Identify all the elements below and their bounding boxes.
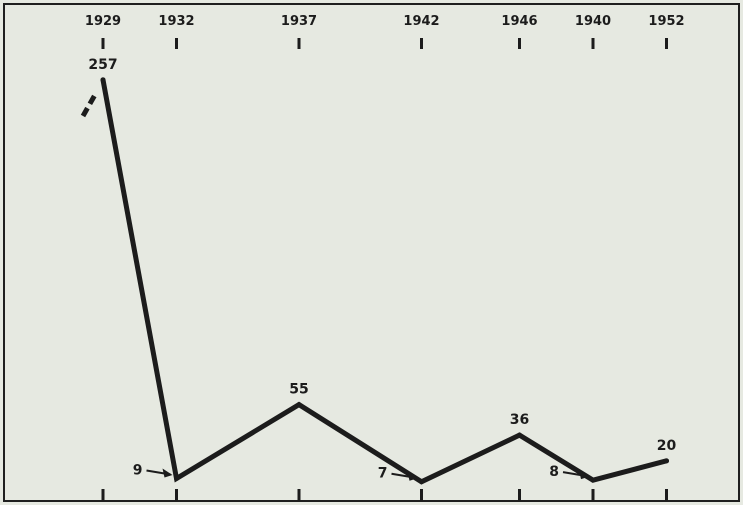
top-break-stroke (80, 91, 99, 118)
data-label: 55 (289, 382, 308, 398)
series-layer (100, 77, 669, 485)
data-label: 9 (133, 463, 143, 479)
data-point (296, 402, 302, 408)
x-tick-label: 1942 (403, 14, 439, 29)
plot-frame (3, 3, 740, 502)
x-tick-label: 1929 (85, 14, 121, 29)
series-line (100, 77, 669, 485)
data-point (517, 432, 522, 438)
data-point (174, 476, 179, 482)
x-tick-label: 1952 (648, 14, 684, 29)
data-label: 8 (549, 464, 559, 480)
data-label: 257 (88, 57, 117, 73)
label-arrowhead (579, 470, 589, 480)
label-arrowhead (407, 471, 418, 481)
data-point (590, 477, 596, 483)
data-label: 36 (510, 412, 529, 428)
x-tick-label: 1932 (158, 14, 194, 29)
labels: 1929 1932 1937 1942 1946 1940 1952 257 9 55 7 36 8 20 (85, 14, 685, 482)
year-ticks (101, 38, 668, 501)
x-tick-label: 1940 (575, 14, 611, 29)
data-label: 20 (657, 438, 677, 454)
data-point (100, 77, 106, 83)
x-tick-label: 1937 (281, 14, 317, 29)
label-arrowhead (162, 468, 173, 478)
data-label: 7 (378, 466, 388, 482)
data-point (419, 479, 424, 485)
x-tick-label: 1946 (501, 14, 537, 29)
data-point (664, 458, 669, 464)
